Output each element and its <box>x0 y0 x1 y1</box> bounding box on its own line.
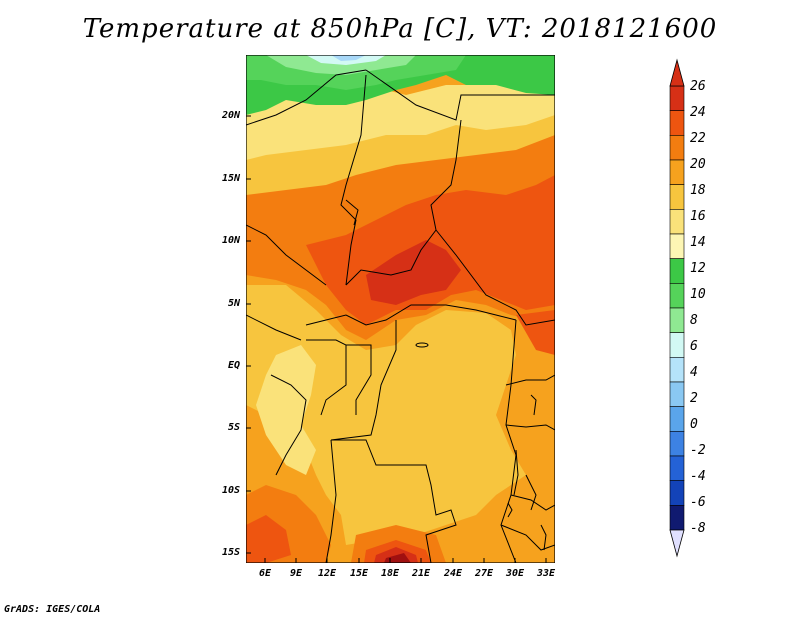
lat-label-15s: 15S <box>221 547 240 558</box>
lon-label-24e: 24E <box>443 568 463 579</box>
lat-label-10s: 10S <box>221 485 240 496</box>
colorbar-label-neg8: -8 <box>690 521 706 536</box>
colorbar-segment <box>669 480 685 506</box>
temp-band-14-16-coast <box>256 345 316 475</box>
colorbar-label-14: 14 <box>690 235 706 250</box>
lon-label-15e: 15E <box>349 568 369 579</box>
colorbar-label-20: 20 <box>690 157 706 172</box>
colorbar-segment <box>669 233 685 259</box>
colorbar-label-4: 4 <box>690 365 698 380</box>
temp-band-26-plus-s <box>384 553 411 563</box>
colorbar-segment <box>669 209 685 235</box>
grads-credit: GrADS: IGES/COLA <box>4 604 101 615</box>
lon-label-9e: 9E <box>289 568 303 579</box>
colorbar-label-neg2: -2 <box>690 443 706 458</box>
colorbar-label-16: 16 <box>690 209 706 224</box>
lon-label-27e: 27E <box>474 568 494 579</box>
temp-band-8-10 <box>266 55 416 75</box>
colorbar-segment <box>669 110 685 136</box>
colorbar-label-18: 18 <box>690 183 706 198</box>
colorbar-label-8: 8 <box>690 313 698 328</box>
colorbar-segment <box>669 135 685 161</box>
colorbar-bottom-arrow <box>669 529 685 558</box>
colorbar-label-22: 22 <box>690 131 706 146</box>
colorbar-segment <box>669 332 685 358</box>
lat-label-eq: EQ <box>227 360 240 371</box>
colorbar-label-12: 12 <box>690 261 706 276</box>
temp-band-24-26 <box>366 240 461 305</box>
lon-label-21e: 21E <box>411 568 431 579</box>
colorbar-segment <box>669 505 685 531</box>
lon-label-30e: 30E <box>505 568 525 579</box>
colorbar-top-arrow <box>669 58 685 87</box>
colorbar-label-6: 6 <box>690 339 698 354</box>
temp-band-4-6 <box>331 55 366 61</box>
lon-label-18e: 18E <box>380 568 400 579</box>
colorbar-segment <box>669 85 685 111</box>
colorbar-segment <box>669 431 685 457</box>
temp-band-22-24-sw <box>246 515 291 563</box>
lon-label-6e: 6E <box>258 568 272 579</box>
colorbar-segment <box>669 159 685 185</box>
colorbar-segment <box>669 184 685 210</box>
colorbar-segment <box>669 381 685 407</box>
colorbar-segment <box>669 357 685 383</box>
colorbar-segment <box>669 258 685 284</box>
colorbar-label-0: 0 <box>690 417 698 432</box>
colorbar-label-neg6: -6 <box>690 495 706 510</box>
lon-label-12e: 12E <box>317 568 337 579</box>
colorbar-segment <box>669 307 685 333</box>
chart-title: Temperature at 850hPa [C], VT: 201812160… <box>82 14 718 44</box>
colorbar <box>669 58 685 558</box>
lat-label-5s: 5S <box>227 422 240 433</box>
colorbar-segment <box>669 455 685 481</box>
lat-label-20n: 20N <box>221 110 240 121</box>
lon-label-33e: 33E <box>536 568 556 579</box>
colorbar-label-10: 10 <box>690 287 706 302</box>
colorbar-label-2: 2 <box>690 391 698 406</box>
colorbar-segment <box>669 283 685 309</box>
colorbar-label-neg4: -4 <box>690 469 706 484</box>
lat-label-5n: 5N <box>227 298 240 309</box>
colorbar-segment <box>669 406 685 432</box>
colorbar-label-26: 26 <box>690 79 706 94</box>
lat-label-10n: 10N <box>221 235 240 246</box>
colorbar-label-24: 24 <box>690 105 706 120</box>
lat-label-15n: 15N <box>221 173 240 184</box>
temp-band-16-18 <box>246 285 526 545</box>
temperature-map <box>246 55 555 563</box>
